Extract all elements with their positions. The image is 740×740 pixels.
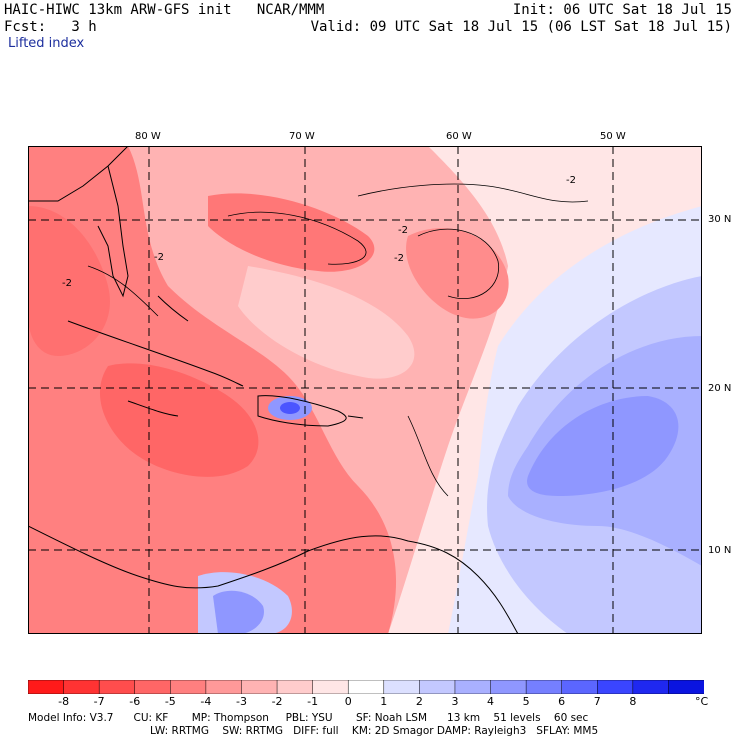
hispaniola-blue-core [280,402,300,414]
light-band-northeast [238,266,415,379]
stable-region-core-blue [527,396,679,496]
lon-label-80w: 80 W [135,131,161,142]
lifted-index-map: -2 -2 -2 -2 -2 [28,146,702,634]
model-info-line-1: Model Info: V3.7 CU: KF MP: Thompson PBL… [28,712,589,724]
colorbar-swatch [668,680,704,694]
contour-label: -2 [154,252,164,263]
colorbar [28,680,704,694]
lon-label-60w: 60 W [446,131,472,142]
lat-label-30n: 30 N [708,214,732,225]
lat-label-10n: 10 N [708,545,732,556]
colorbar-tick-label: -4 [200,695,212,708]
colorbar-swatch [561,680,599,694]
contour-lines [87,183,589,497]
colorbar-tick-label: 4 [487,695,495,708]
contour-labels: -2 -2 -2 -2 -2 [62,175,576,289]
colorbar-swatch [490,680,527,694]
colorbar-swatch [632,680,670,694]
colorbar-tick-label: -6 [129,695,141,708]
colorbar-swatch [205,680,243,694]
colorbar-tick-label: 7 [593,695,601,708]
forecast-hour: Fcst: 3 h [4,19,97,35]
colorbar-swatch [28,680,65,694]
colorbar-tick-label: -8 [58,695,70,708]
model-title: HAIC-HIWC 13km ARW-GFS init NCAR/MMM [4,2,325,18]
colorbar-tick-label: -2 [271,695,283,708]
colorbar-swatch [63,680,100,694]
colorbar-swatch [98,680,136,694]
lat-lon-grid [28,146,702,634]
contour-label: -2 [398,225,408,236]
colorbar-tick-label: 3 [451,695,459,708]
colorbar-tick-label: -3 [235,695,247,708]
lon-label-50w: 50 W [600,131,626,142]
colorbar-swatch [312,680,349,694]
unstable-region-caribbean-core [99,363,259,477]
colorbar-swatch [347,680,385,694]
unstable-region-north [208,193,375,272]
map-frame [28,146,702,634]
colorbar-tick-label: -5 [164,695,176,708]
unstable-region-west-core [28,206,110,356]
colorbar-swatch [419,680,456,694]
colorbar-swatch [597,680,634,694]
colorbar-tick-label: 1 [380,695,388,708]
colorbar-tick-label: 6 [558,695,566,708]
contour-label: -2 [394,253,404,264]
init-time: Init: 06 UTC Sat 18 Jul 15 [512,2,732,18]
contour-label: -2 [566,175,576,186]
colorbar-tick-label: 8 [629,695,637,708]
south-america-blue-core [213,590,264,634]
colorbar-tick-label: 0 [344,695,352,708]
valid-time: Valid: 09 UTC Sat 18 Jul 15 (06 LST Sat … [310,19,732,35]
colorbar-swatch [454,680,492,694]
model-info-line-2: LW: RRTMG SW: RRTMG DIFF: full KM: 2D Sm… [150,725,599,737]
lon-label-70w: 70 W [289,131,315,142]
lat-label-20n: 20 N [708,383,732,394]
colorbar-swatch [134,680,172,694]
unstable-region-northeast [406,228,509,319]
colorbar-tick-label: -1 [307,695,319,708]
colorbar-tick-label: -7 [93,695,105,708]
colorbar-swatch [525,680,563,694]
colorbar-swatch [276,680,314,694]
field-name: Lifted index [8,36,85,51]
colorbar-swatch [241,680,278,694]
contour-label: -2 [62,278,72,289]
colorbar-unit: °C [695,695,709,708]
colorbar-swatch [383,680,421,694]
colorbar-tick-label: 5 [522,695,530,708]
colorbar-swatch [170,680,207,694]
colorbar-tick-label: 2 [415,695,423,708]
